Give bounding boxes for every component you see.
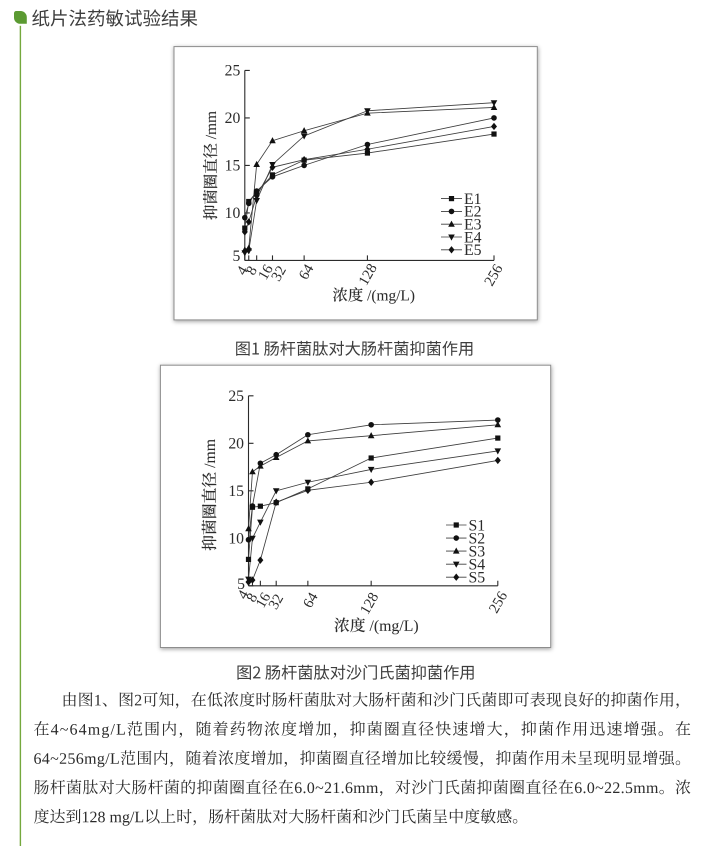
svg-text:32: 32 xyxy=(269,263,290,284)
svg-text:5: 5 xyxy=(237,576,245,593)
svg-text:5: 5 xyxy=(232,248,240,265)
svg-text:E2: E2 xyxy=(464,204,482,221)
svg-text:20: 20 xyxy=(228,436,244,453)
svg-text:S4: S4 xyxy=(469,556,486,573)
svg-text:E1: E1 xyxy=(464,191,482,208)
svg-text:S1: S1 xyxy=(469,517,486,534)
svg-text:S3: S3 xyxy=(469,543,486,560)
svg-text:16: 16 xyxy=(255,262,276,283)
svg-text:E5: E5 xyxy=(464,242,482,259)
svg-text:25: 25 xyxy=(228,388,244,405)
svg-text:S5: S5 xyxy=(469,570,486,587)
svg-text:15: 15 xyxy=(225,158,241,175)
svg-text:E3: E3 xyxy=(464,217,482,234)
svg-text:10: 10 xyxy=(228,531,244,548)
svg-text:16: 16 xyxy=(253,590,274,611)
svg-text:15: 15 xyxy=(228,483,244,500)
svg-text:20: 20 xyxy=(225,110,241,127)
svg-text:32: 32 xyxy=(266,592,287,613)
svg-text:E4: E4 xyxy=(464,229,482,246)
svg-text:25: 25 xyxy=(225,63,241,80)
svg-text:S2: S2 xyxy=(469,530,486,547)
svg-text:10: 10 xyxy=(225,205,241,222)
